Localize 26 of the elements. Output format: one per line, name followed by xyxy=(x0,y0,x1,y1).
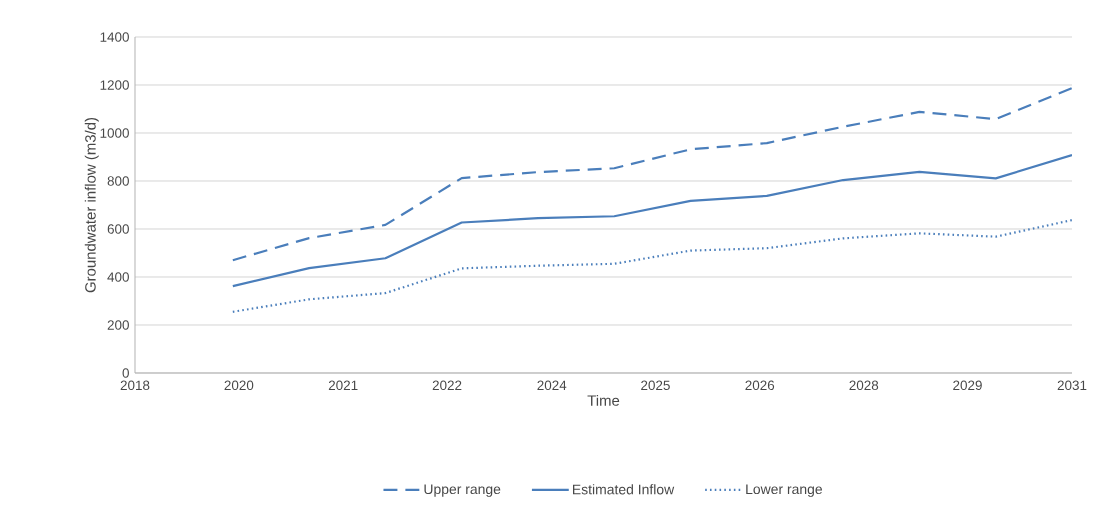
y-tick-label: 1000 xyxy=(100,128,129,138)
legend-label: Lower range xyxy=(746,484,822,497)
y-tick-label: 800 xyxy=(107,176,129,186)
x-tick-label: 2022 xyxy=(432,380,462,391)
legend-label: Estimated Inflow xyxy=(573,484,675,495)
y-tick-label: 1400 xyxy=(100,32,129,42)
x-tick-label: 2029 xyxy=(953,380,982,391)
x-tick-label: 2018 xyxy=(120,380,150,391)
x-tick-label: 2026 xyxy=(745,380,775,391)
y-tick-label: 400 xyxy=(107,272,129,282)
y-tick-label: 0 xyxy=(122,368,129,378)
x-tick-label: 2024 xyxy=(537,380,567,391)
line-series xyxy=(231,219,1073,313)
x-axis-title: Time xyxy=(587,394,620,406)
line-series xyxy=(231,153,1073,288)
x-tick-label: 2020 xyxy=(224,380,254,391)
y-tick-label: 200 xyxy=(107,320,129,330)
y-tick-label: 600 xyxy=(107,224,129,234)
x-tick-label: 2028 xyxy=(849,380,879,391)
y-axis-title: Groundwater inflow (m3/d) xyxy=(84,117,99,293)
legend-label: Upper range xyxy=(424,484,501,497)
x-tick-label: 2025 xyxy=(641,380,670,391)
x-tick-label: 2031 xyxy=(1057,380,1087,391)
x-tick-label: 2021 xyxy=(328,380,358,391)
line-series xyxy=(231,87,1073,262)
y-tick-label: 1200 xyxy=(100,80,129,90)
